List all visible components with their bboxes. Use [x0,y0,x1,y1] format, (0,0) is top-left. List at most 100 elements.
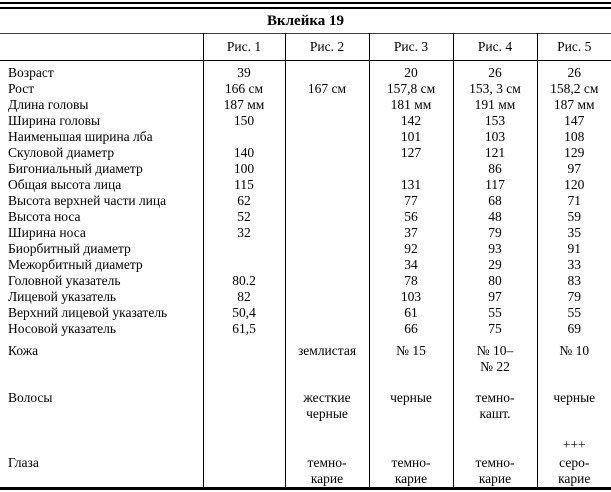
cell-value [452,422,537,453]
cell-value: серо- карие [536,453,611,489]
row-label: Носовой указатель [8,321,117,336]
cell-value: 93 [452,241,537,257]
cell-value [284,129,369,145]
cell-value [284,257,369,273]
cell-value [202,257,285,273]
cell-value: черные [536,375,611,422]
cell-value: 103 [452,129,537,145]
row-label: Верхний лицевой указатель [8,305,168,320]
cell-value: темно- карие [452,453,537,489]
row-label: Кожа [8,343,39,358]
cell-value [368,161,453,177]
cell-value: 62 [202,193,285,209]
cell-value: 37 [368,225,453,241]
measurements-table: Рис. 1 Рис. 2 Рис. 3 Рис. 4 Рис. 5 Возра… [0,33,611,490]
cell-value [284,97,369,113]
table-row: Наименьшая ширина лба 101 103 108 [0,129,611,145]
table-row: Бигониальный диаметр 100 86 97 [0,161,611,177]
row-label: Общая высота лица [8,177,122,192]
cell-value [202,422,285,453]
cell-value: 55 [536,305,611,321]
cell-value: 61,5 [202,321,285,337]
cell-value: 50,4 [202,305,285,321]
cell-value: 29 [452,257,537,273]
row-label: Бигониальный диаметр [8,161,143,176]
cell-value: 129 [536,145,611,161]
cell-value: 101 [368,129,453,145]
row-label: Глаза [8,455,39,470]
cell-value: 77 [368,193,453,209]
cell-value: 32 [202,225,285,241]
cell-value: № 10– № 22 [452,337,537,375]
cell-value: 86 [452,161,537,177]
cell-value [202,129,285,145]
row-label: Межорбитный диаметр [8,257,143,272]
cell-value [284,321,369,337]
cell-value: 33 [536,257,611,273]
cell-value: темно- карие [368,453,453,489]
cell-value [202,337,285,375]
row-label: Скуловой диаметр [8,145,115,160]
table-row: Головной указатель 80.2 78 80 83 [0,273,611,289]
row-label: Ширина головы [8,113,101,128]
column-header-fig3: Рис. 3 [368,33,453,61]
cell-value: 82 [202,289,285,305]
cell-value: 158,2 см [536,81,611,97]
cell-value [284,273,369,289]
cell-value [284,161,369,177]
cell-value [202,375,285,422]
cell-value: 26 [452,60,537,81]
cell-value: 187 мм [202,97,285,113]
table-row: Высота носа 52 56 48 59 [0,209,611,225]
row-label [0,422,203,453]
cell-value: 100 [202,161,285,177]
table-row: Скуловой диаметр 140 127 121 129 [0,145,611,161]
cell-value: 71 [536,193,611,209]
row-label: Наименьшая ширина лба [8,129,153,144]
cell-value: 80 [452,273,537,289]
cell-value: 35 [536,225,611,241]
cell-value: 48 [452,209,537,225]
cell-value: 181 мм [368,97,453,113]
cell-value: темно- кашт. [452,375,537,422]
column-header-fig4: Рис. 4 [452,33,537,61]
cell-value [284,209,369,225]
row-label: Биорбитный диаметр [8,241,131,256]
cell-value: 153 [452,113,537,129]
cell-value: 142 [368,113,453,129]
table-row: +++ [0,422,611,453]
cell-value [284,305,369,321]
row-label: Возраст [8,65,54,80]
table-row: Межорбитный диаметр 34 29 33 [0,257,611,273]
cell-value: 34 [368,257,453,273]
cell-value [368,422,453,453]
cell-value: 153, 3 см [452,81,537,97]
cell-value [284,145,369,161]
cell-value [284,289,369,305]
cell-value: 121 [452,145,537,161]
table-row: Биорбитный диаметр 92 93 91 [0,241,611,257]
cell-value: 68 [452,193,537,209]
cell-value: 115 [202,177,285,193]
table-row: Ширина головы 150 142 153 147 [0,113,611,129]
row-label: Лицевой указатель [8,289,117,304]
cell-value: 187 мм [536,97,611,113]
cell-value: 91 [536,241,611,257]
cell-value: № 10 [536,337,611,375]
cell-value: 80.2 [202,273,285,289]
cell-value: 59 [536,209,611,225]
cell-value [284,60,369,81]
cell-value: 79 [536,289,611,305]
cell-value: 103 [368,289,453,305]
cell-value: 127 [368,145,453,161]
row-label: Головной указатель [8,273,121,288]
cell-value: 191 мм [452,97,537,113]
table-header: Рис. 1 Рис. 2 Рис. 3 Рис. 4 Рис. 5 [0,33,611,61]
cell-value: 140 [202,145,285,161]
cell-value [202,453,285,489]
column-header-fig1: Рис. 1 [202,33,285,61]
cell-value: +++ [536,422,611,453]
cell-value: 97 [536,161,611,177]
column-header-blank [0,33,203,61]
